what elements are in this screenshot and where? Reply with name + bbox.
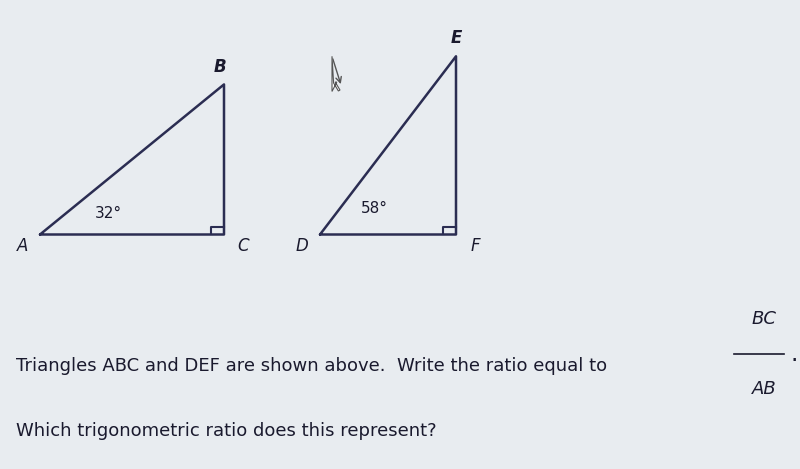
- Text: B: B: [214, 58, 226, 76]
- Text: F: F: [470, 237, 480, 255]
- Text: Which trigonometric ratio does this represent?: Which trigonometric ratio does this repr…: [16, 423, 437, 440]
- Text: Triangles ABC and DEF are shown above.  Write the ratio equal to: Triangles ABC and DEF are shown above. W…: [16, 357, 607, 375]
- Text: E: E: [450, 30, 462, 47]
- Polygon shape: [332, 56, 340, 91]
- Text: BC: BC: [751, 310, 777, 328]
- Text: .: .: [790, 342, 798, 366]
- Text: A: A: [17, 237, 28, 255]
- Text: D: D: [296, 237, 309, 255]
- Text: 32°: 32°: [94, 206, 122, 221]
- Text: C: C: [238, 237, 249, 255]
- Text: 58°: 58°: [361, 201, 388, 216]
- Text: AB: AB: [752, 380, 776, 398]
